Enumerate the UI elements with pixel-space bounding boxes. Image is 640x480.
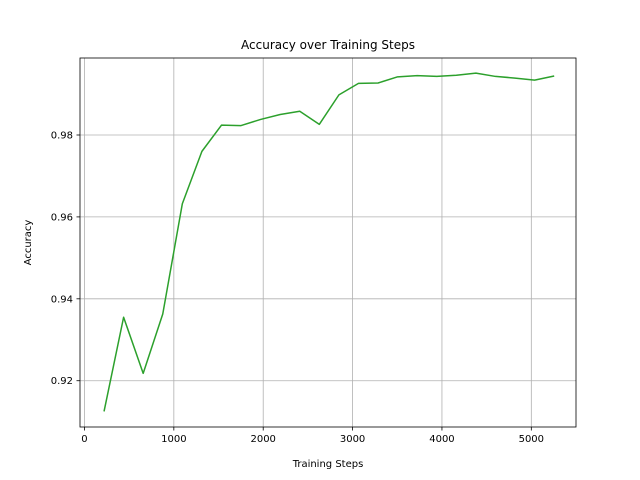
y-tick-label: 0.96 [51, 212, 73, 223]
y-axis: 0.92 0.94 0.96 0.98 [51, 130, 80, 387]
x-tick-label: 0 [81, 434, 87, 445]
x-tick-label: 1000 [161, 434, 186, 445]
series-layer [103, 72, 555, 412]
plot-frame [79, 57, 577, 428]
accuracy-series-line [103, 72, 555, 412]
y-tick-label: 0.98 [51, 130, 73, 141]
x-tick-label: 2000 [250, 434, 275, 445]
x-tick-label: 5000 [519, 434, 544, 445]
x-tick-label: 3000 [340, 434, 365, 445]
x-tick-label: 4000 [429, 434, 454, 445]
grid-lines [80, 58, 576, 427]
x-axis: 0 1000 2000 3000 4000 5000 [81, 427, 544, 445]
x-axis-label: Training Steps [292, 459, 364, 470]
y-axis-label: Accuracy [23, 220, 34, 266]
y-tick-label: 0.92 [51, 376, 73, 387]
y-tick-label: 0.94 [51, 294, 73, 305]
chart-title: Accuracy over Training Steps [241, 38, 415, 52]
